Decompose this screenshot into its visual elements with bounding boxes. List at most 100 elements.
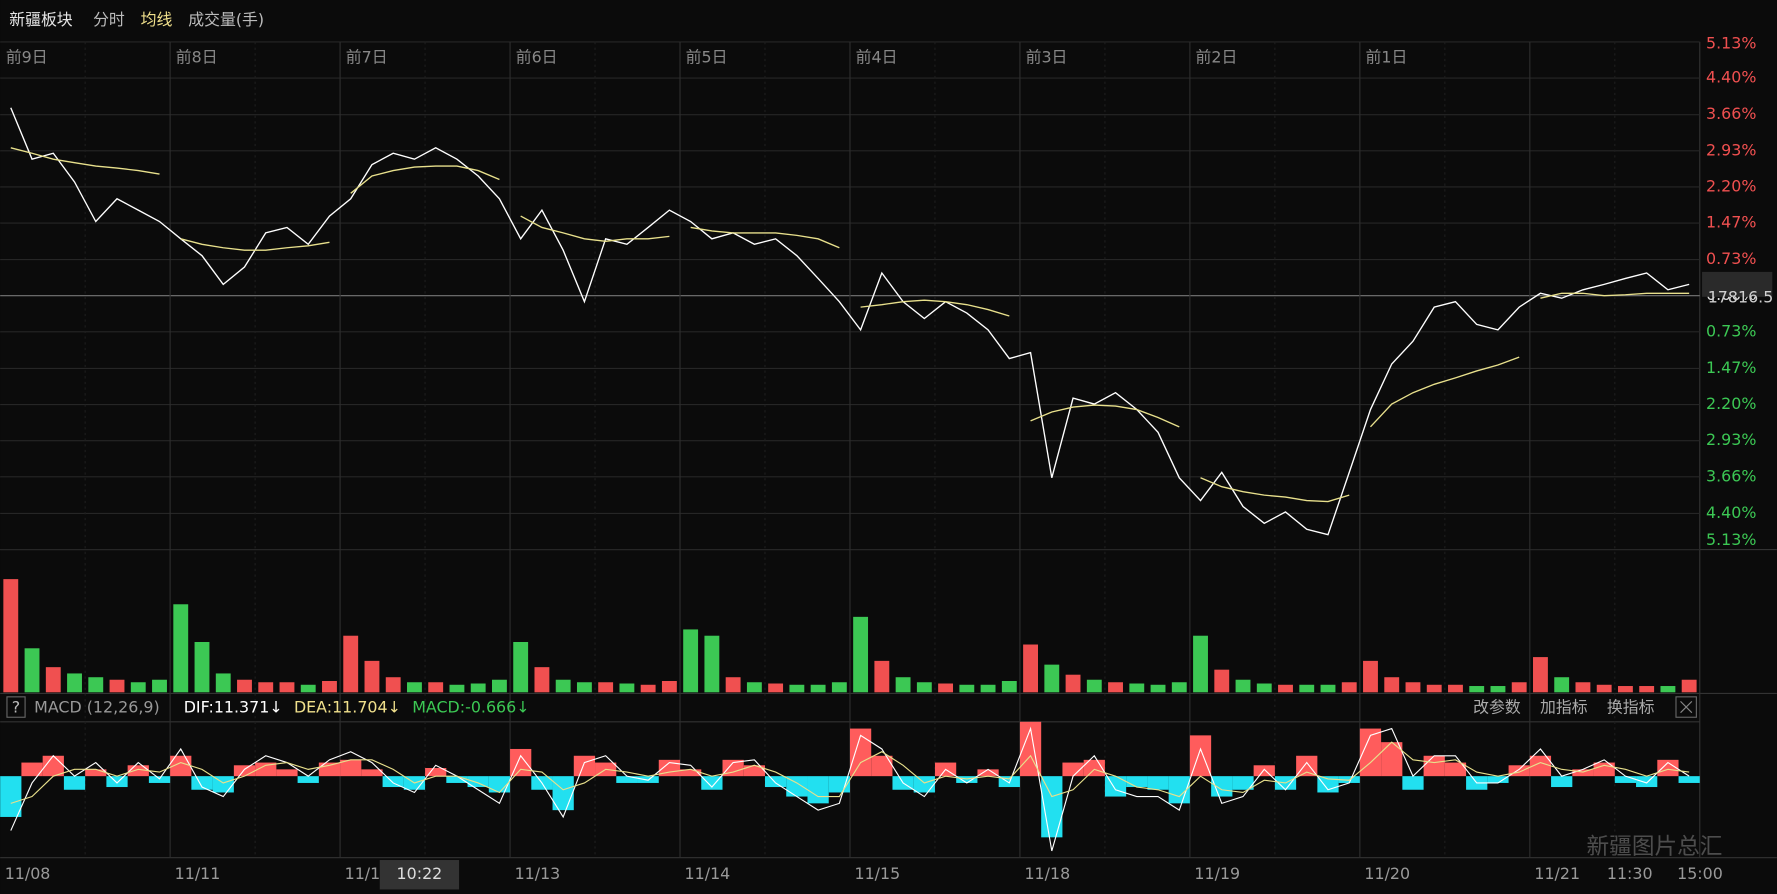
x-tick-label: 11/20 bbox=[1364, 864, 1410, 883]
macd-bar bbox=[701, 776, 723, 790]
volume-bar bbox=[1533, 657, 1548, 693]
volume-bar bbox=[1235, 679, 1251, 693]
macd-bar bbox=[1423, 755, 1445, 777]
volume-bar bbox=[1639, 686, 1655, 693]
volume-bar bbox=[1278, 684, 1293, 693]
macd-bar bbox=[1147, 776, 1169, 790]
volume-bar bbox=[683, 629, 699, 693]
day-label: 前9日 bbox=[6, 47, 48, 66]
macd-bar bbox=[764, 776, 787, 788]
tab[interactable]: 分时 bbox=[93, 10, 125, 29]
macd-bar bbox=[106, 776, 128, 788]
close-icon bbox=[1680, 700, 1693, 714]
volume-bar bbox=[237, 679, 252, 693]
cursor-label: 10:22 bbox=[397, 864, 443, 883]
volume-bar bbox=[1596, 684, 1612, 693]
tab[interactable]: 均线 bbox=[141, 10, 173, 29]
volume-bar bbox=[1065, 674, 1081, 693]
macd-bar bbox=[786, 776, 808, 797]
macd-bar bbox=[1104, 776, 1127, 797]
volume-bar bbox=[194, 642, 210, 693]
volume-bar bbox=[407, 682, 422, 693]
macd-readout: DIF:11.371↓ bbox=[184, 698, 283, 717]
macd-bar bbox=[956, 776, 978, 783]
macd-bar bbox=[21, 762, 43, 777]
avg-line bbox=[1200, 477, 1350, 503]
macd-bar bbox=[1296, 755, 1318, 777]
volume-bar bbox=[67, 673, 82, 693]
volume-bar bbox=[619, 683, 635, 693]
volume-bar bbox=[598, 682, 614, 693]
volume-bar bbox=[831, 682, 847, 693]
y-tick-label: 2.20% bbox=[1706, 394, 1756, 413]
volume-bar bbox=[1193, 635, 1208, 693]
x-tick-label: 11/21 bbox=[1534, 864, 1580, 883]
volume-bar bbox=[938, 683, 954, 693]
x-tick-label: 11/11 bbox=[175, 864, 221, 883]
tab[interactable]: 成交量(手) bbox=[188, 10, 264, 29]
macd-button[interactable]: 换指标 bbox=[1607, 698, 1655, 717]
day-label: 前8日 bbox=[176, 47, 218, 66]
volume-bar bbox=[789, 684, 805, 693]
day-label: 前3日 bbox=[1026, 47, 1068, 66]
y-tick-label: 3.66% bbox=[1706, 104, 1756, 123]
volume-bar bbox=[24, 648, 40, 693]
volume-bar bbox=[1681, 679, 1697, 693]
help-box[interactable] bbox=[6, 696, 26, 718]
macd-bar bbox=[658, 759, 681, 777]
volume-bar bbox=[322, 680, 337, 693]
volume-bar bbox=[1426, 684, 1442, 693]
macd-bar bbox=[1529, 755, 1552, 777]
volume-bar bbox=[300, 684, 316, 693]
day-label: 前7日 bbox=[346, 47, 388, 66]
macd-bar bbox=[807, 776, 829, 804]
macd-bar bbox=[1253, 765, 1275, 777]
volume-bar bbox=[1617, 686, 1633, 693]
volume-bar bbox=[428, 682, 444, 693]
macd-bar bbox=[318, 762, 341, 777]
y-tick-label: 0.73% bbox=[1706, 249, 1756, 268]
volume-bar bbox=[725, 677, 741, 693]
macd-bar bbox=[1211, 776, 1233, 797]
y-tick-label: 1.47% bbox=[1706, 213, 1756, 232]
y-tick-label: 1.47% bbox=[1706, 358, 1756, 377]
x-tick-label: 11/19 bbox=[1194, 864, 1240, 883]
macd-bar bbox=[212, 776, 234, 793]
macd-bar bbox=[977, 769, 999, 777]
macd-button[interactable]: 加指标 bbox=[1540, 698, 1588, 717]
macd-bar bbox=[743, 765, 765, 777]
volume-bar bbox=[3, 579, 19, 693]
volume-bar bbox=[746, 682, 762, 693]
close-button[interactable] bbox=[1675, 696, 1697, 718]
volume-bar bbox=[491, 679, 507, 693]
volume-bar bbox=[385, 677, 401, 693]
price-line bbox=[10, 107, 1690, 536]
volume-bar bbox=[258, 682, 274, 693]
volume-bar bbox=[1256, 683, 1272, 693]
macd-bar bbox=[510, 748, 532, 777]
volume-bar bbox=[173, 604, 189, 693]
x-tick-label: 11/08 bbox=[5, 864, 51, 883]
macd-bar bbox=[1636, 776, 1658, 788]
volume-bar bbox=[768, 683, 784, 693]
help-button[interactable]: ? bbox=[12, 698, 20, 717]
avg-line bbox=[180, 238, 330, 251]
x-tick-label: 15:00 bbox=[1677, 864, 1723, 883]
macd-bar bbox=[1508, 765, 1530, 777]
volume-bar bbox=[215, 673, 231, 693]
volume-bar bbox=[1001, 680, 1017, 693]
macd-bar bbox=[1572, 769, 1594, 777]
macd-bar bbox=[425, 768, 447, 777]
volume-bar bbox=[1660, 686, 1676, 693]
macd-bar bbox=[1678, 776, 1700, 783]
macd-bar bbox=[85, 769, 107, 777]
macd-bar bbox=[1359, 728, 1382, 777]
volume-bar bbox=[343, 635, 359, 693]
volume-bar bbox=[916, 682, 932, 693]
x-tick-label: 11/18 bbox=[1024, 864, 1070, 883]
volume-bar bbox=[1554, 677, 1570, 693]
macd-button[interactable]: 改参数 bbox=[1473, 698, 1521, 717]
macd-bar bbox=[722, 759, 744, 777]
